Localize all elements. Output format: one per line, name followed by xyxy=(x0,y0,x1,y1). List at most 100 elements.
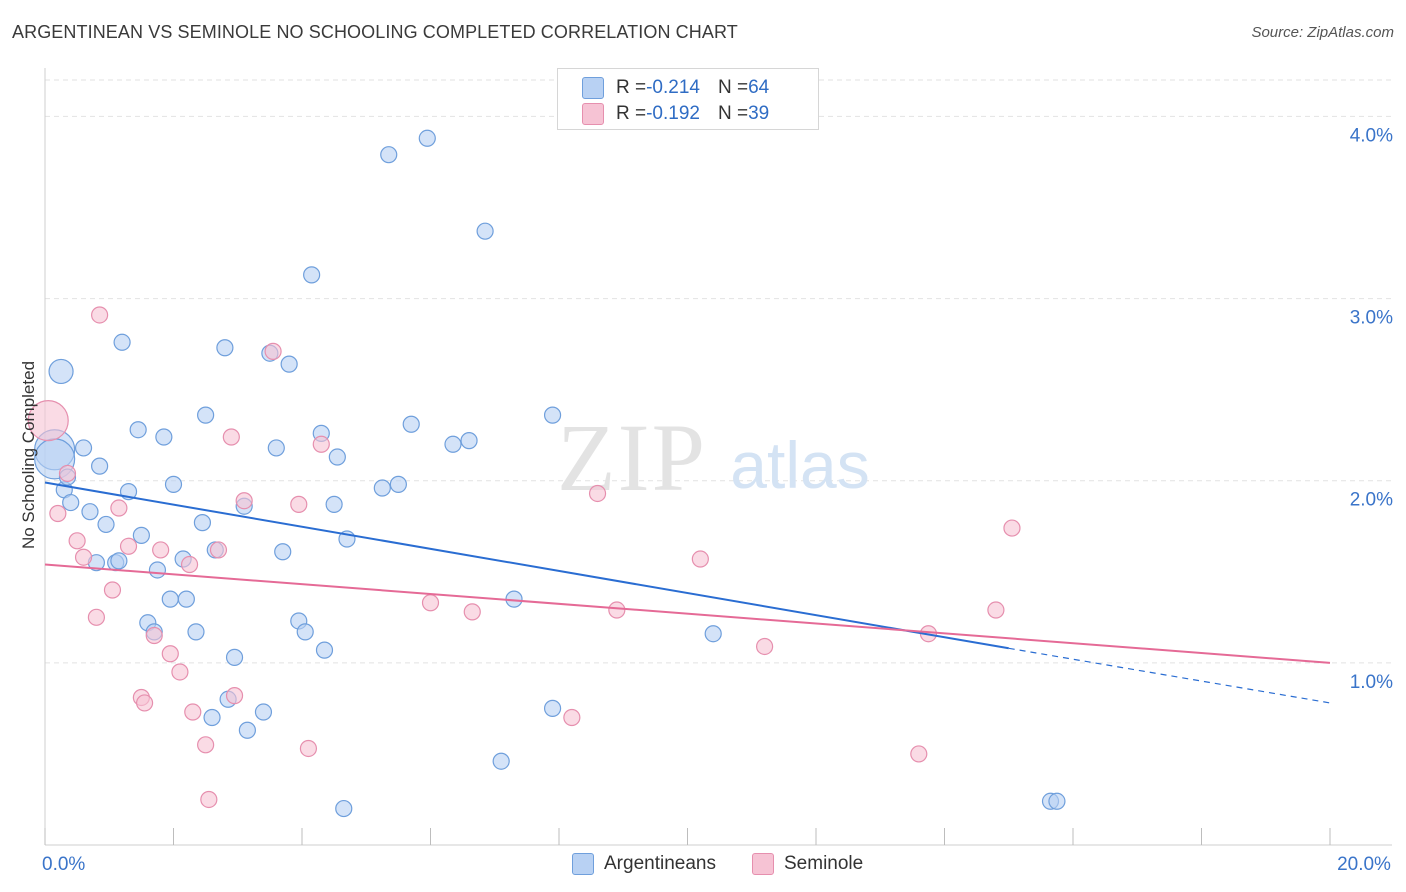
seminole-point xyxy=(608,601,626,619)
argentineans-trend-line xyxy=(44,481,1009,650)
legend-n-label: N = xyxy=(717,103,749,124)
seminole-point xyxy=(563,708,581,727)
seminole-trend-line xyxy=(44,563,1331,664)
argentineans-point xyxy=(444,435,462,453)
argentineans-point xyxy=(267,439,285,457)
seminole-points xyxy=(27,306,1021,809)
argentineans-point xyxy=(177,590,195,608)
argentineans-point xyxy=(62,493,80,512)
argentineans-point xyxy=(492,752,510,770)
trend-lines xyxy=(44,481,1331,704)
seminole-point xyxy=(209,541,228,559)
argentineans-point xyxy=(132,526,150,544)
seminole-point xyxy=(200,790,218,809)
gridlines xyxy=(45,79,1392,664)
legend-n-value: 64 xyxy=(748,77,770,98)
seminole-point xyxy=(290,495,308,513)
legend-n-label: N = xyxy=(717,77,749,98)
argentineans-point xyxy=(296,623,314,641)
argentineans-point xyxy=(373,479,391,497)
argentineans-point xyxy=(238,721,256,739)
seminole-point xyxy=(197,736,215,754)
argentineans-point xyxy=(389,475,407,493)
argentineans-point xyxy=(1048,792,1066,810)
seminole-point xyxy=(755,637,774,656)
legend-r-value: -0.214 xyxy=(646,77,700,98)
x-tick-label: 0.0% xyxy=(42,854,85,875)
argentineans-point xyxy=(48,358,74,385)
seminole-point xyxy=(180,555,199,574)
argentineans-point xyxy=(303,266,321,284)
seminole-point xyxy=(110,499,128,517)
seminole-point xyxy=(264,342,282,360)
seminole-point xyxy=(103,581,122,599)
watermark-atlas: atlas xyxy=(730,428,869,502)
seminole-point xyxy=(152,541,170,559)
argentineans-point xyxy=(315,641,334,659)
argentineans-point xyxy=(187,623,205,641)
seminole-point xyxy=(161,645,179,663)
seminole-point xyxy=(588,484,607,503)
argentineans-point xyxy=(418,129,436,147)
argentineans-swatch xyxy=(582,77,604,99)
argentineans-trend-extension xyxy=(1008,647,1331,704)
argentineans-point xyxy=(543,406,562,424)
argentineans-point xyxy=(460,432,478,450)
argentineans-legend-swatch xyxy=(572,853,594,875)
correlation-legend: R = -0.214 N = 64 R = -0.192 N = 39 xyxy=(557,68,819,130)
bottom-legend-seminole: Seminole xyxy=(752,852,863,876)
seminole-point xyxy=(68,532,86,550)
seminole-point xyxy=(1003,519,1021,537)
seminole-point xyxy=(691,550,709,568)
y-tick-label: 3.0% xyxy=(1350,308,1393,329)
legend-r-label: R = xyxy=(616,77,647,98)
seminole-legend-label: Seminole xyxy=(784,853,864,874)
argentineans-point xyxy=(193,514,212,532)
seminole-point xyxy=(49,504,67,523)
argentineans-point xyxy=(113,333,131,351)
seminole-point xyxy=(222,428,240,446)
seminole-point xyxy=(74,548,93,566)
seminole-point xyxy=(87,608,106,626)
argentineans-point xyxy=(110,552,128,570)
y-tick-label: 2.0% xyxy=(1350,490,1393,511)
argentineans-point xyxy=(164,475,183,493)
seminole-swatch xyxy=(582,103,604,125)
seminole-point xyxy=(27,400,69,442)
seminole-point xyxy=(135,694,154,712)
argentineans-point xyxy=(543,699,562,717)
legend-row-argentineans: R = -0.214 N = 64 xyxy=(582,75,769,101)
argentineans-point xyxy=(203,708,221,727)
seminole-point xyxy=(58,464,77,483)
argentineans-point xyxy=(97,515,115,534)
argentineans-point xyxy=(216,339,234,357)
argentineans-legend-label: Argentineans xyxy=(604,853,716,874)
argentineans-point xyxy=(91,457,109,475)
legend-r-label: R = xyxy=(616,103,647,124)
argentineans-point xyxy=(325,495,343,513)
seminole-point xyxy=(421,594,440,612)
y-tick-label: 4.0% xyxy=(1350,125,1393,146)
argentineans-point xyxy=(148,561,167,579)
argentineans-point xyxy=(274,543,292,561)
legend-r-value: -0.192 xyxy=(646,103,700,124)
seminole-point xyxy=(184,703,202,721)
y-axis-label: No Schooling Completed xyxy=(19,361,38,549)
argentineans-point xyxy=(704,625,722,643)
argentineans-point xyxy=(380,146,398,164)
legend-n-value: 39 xyxy=(748,103,770,124)
seminole-point xyxy=(910,745,928,763)
seminole-point xyxy=(463,603,481,621)
argentineans-point xyxy=(254,703,273,721)
legend-row-seminole: R = -0.192 N = 39 xyxy=(582,101,769,127)
seminole-point xyxy=(145,626,163,645)
seminole-point xyxy=(91,306,109,324)
seminole-point xyxy=(299,739,318,758)
argentineans-point xyxy=(129,421,147,439)
source-label: Source: ZipAtlas.com xyxy=(1251,24,1394,41)
tick-labels: 1.0% 2.0% 3.0% 4.0% 0.0% 20.0% xyxy=(42,125,1393,875)
bottom-legend-argentineans: Argentineans xyxy=(572,852,716,876)
seminole-point xyxy=(312,435,330,453)
seminole-point xyxy=(235,492,253,510)
